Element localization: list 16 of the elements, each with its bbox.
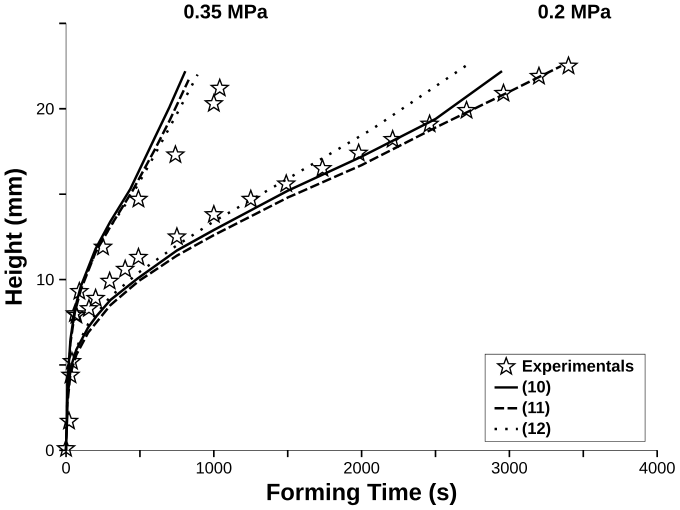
text: 0.2 MPa bbox=[538, 4, 612, 19]
x-tick-label: 0 bbox=[62, 462, 70, 474]
x-axis-title: Forming Time (s) bbox=[268, 483, 456, 506]
x-tick-label: 2000 bbox=[344, 462, 380, 474]
y-tick-label: 20 bbox=[36, 103, 54, 115]
x-tick-label: 3000 bbox=[492, 462, 528, 474]
y-tick-label: 10 bbox=[37, 274, 54, 286]
legend-label: (12) bbox=[522, 422, 550, 438]
x-tick-label: 4000 bbox=[639, 462, 675, 474]
text: 0.35 MPa bbox=[184, 4, 268, 19]
y-axis-title: Height (mm) bbox=[4, 169, 27, 304]
x-tick-label: 1000 bbox=[196, 462, 232, 474]
legend-label: (10) bbox=[522, 380, 550, 396]
legend-label: (11) bbox=[522, 401, 550, 417]
y-tick-label: 0 bbox=[46, 444, 54, 456]
legend-label: Experimentals bbox=[522, 360, 634, 376]
